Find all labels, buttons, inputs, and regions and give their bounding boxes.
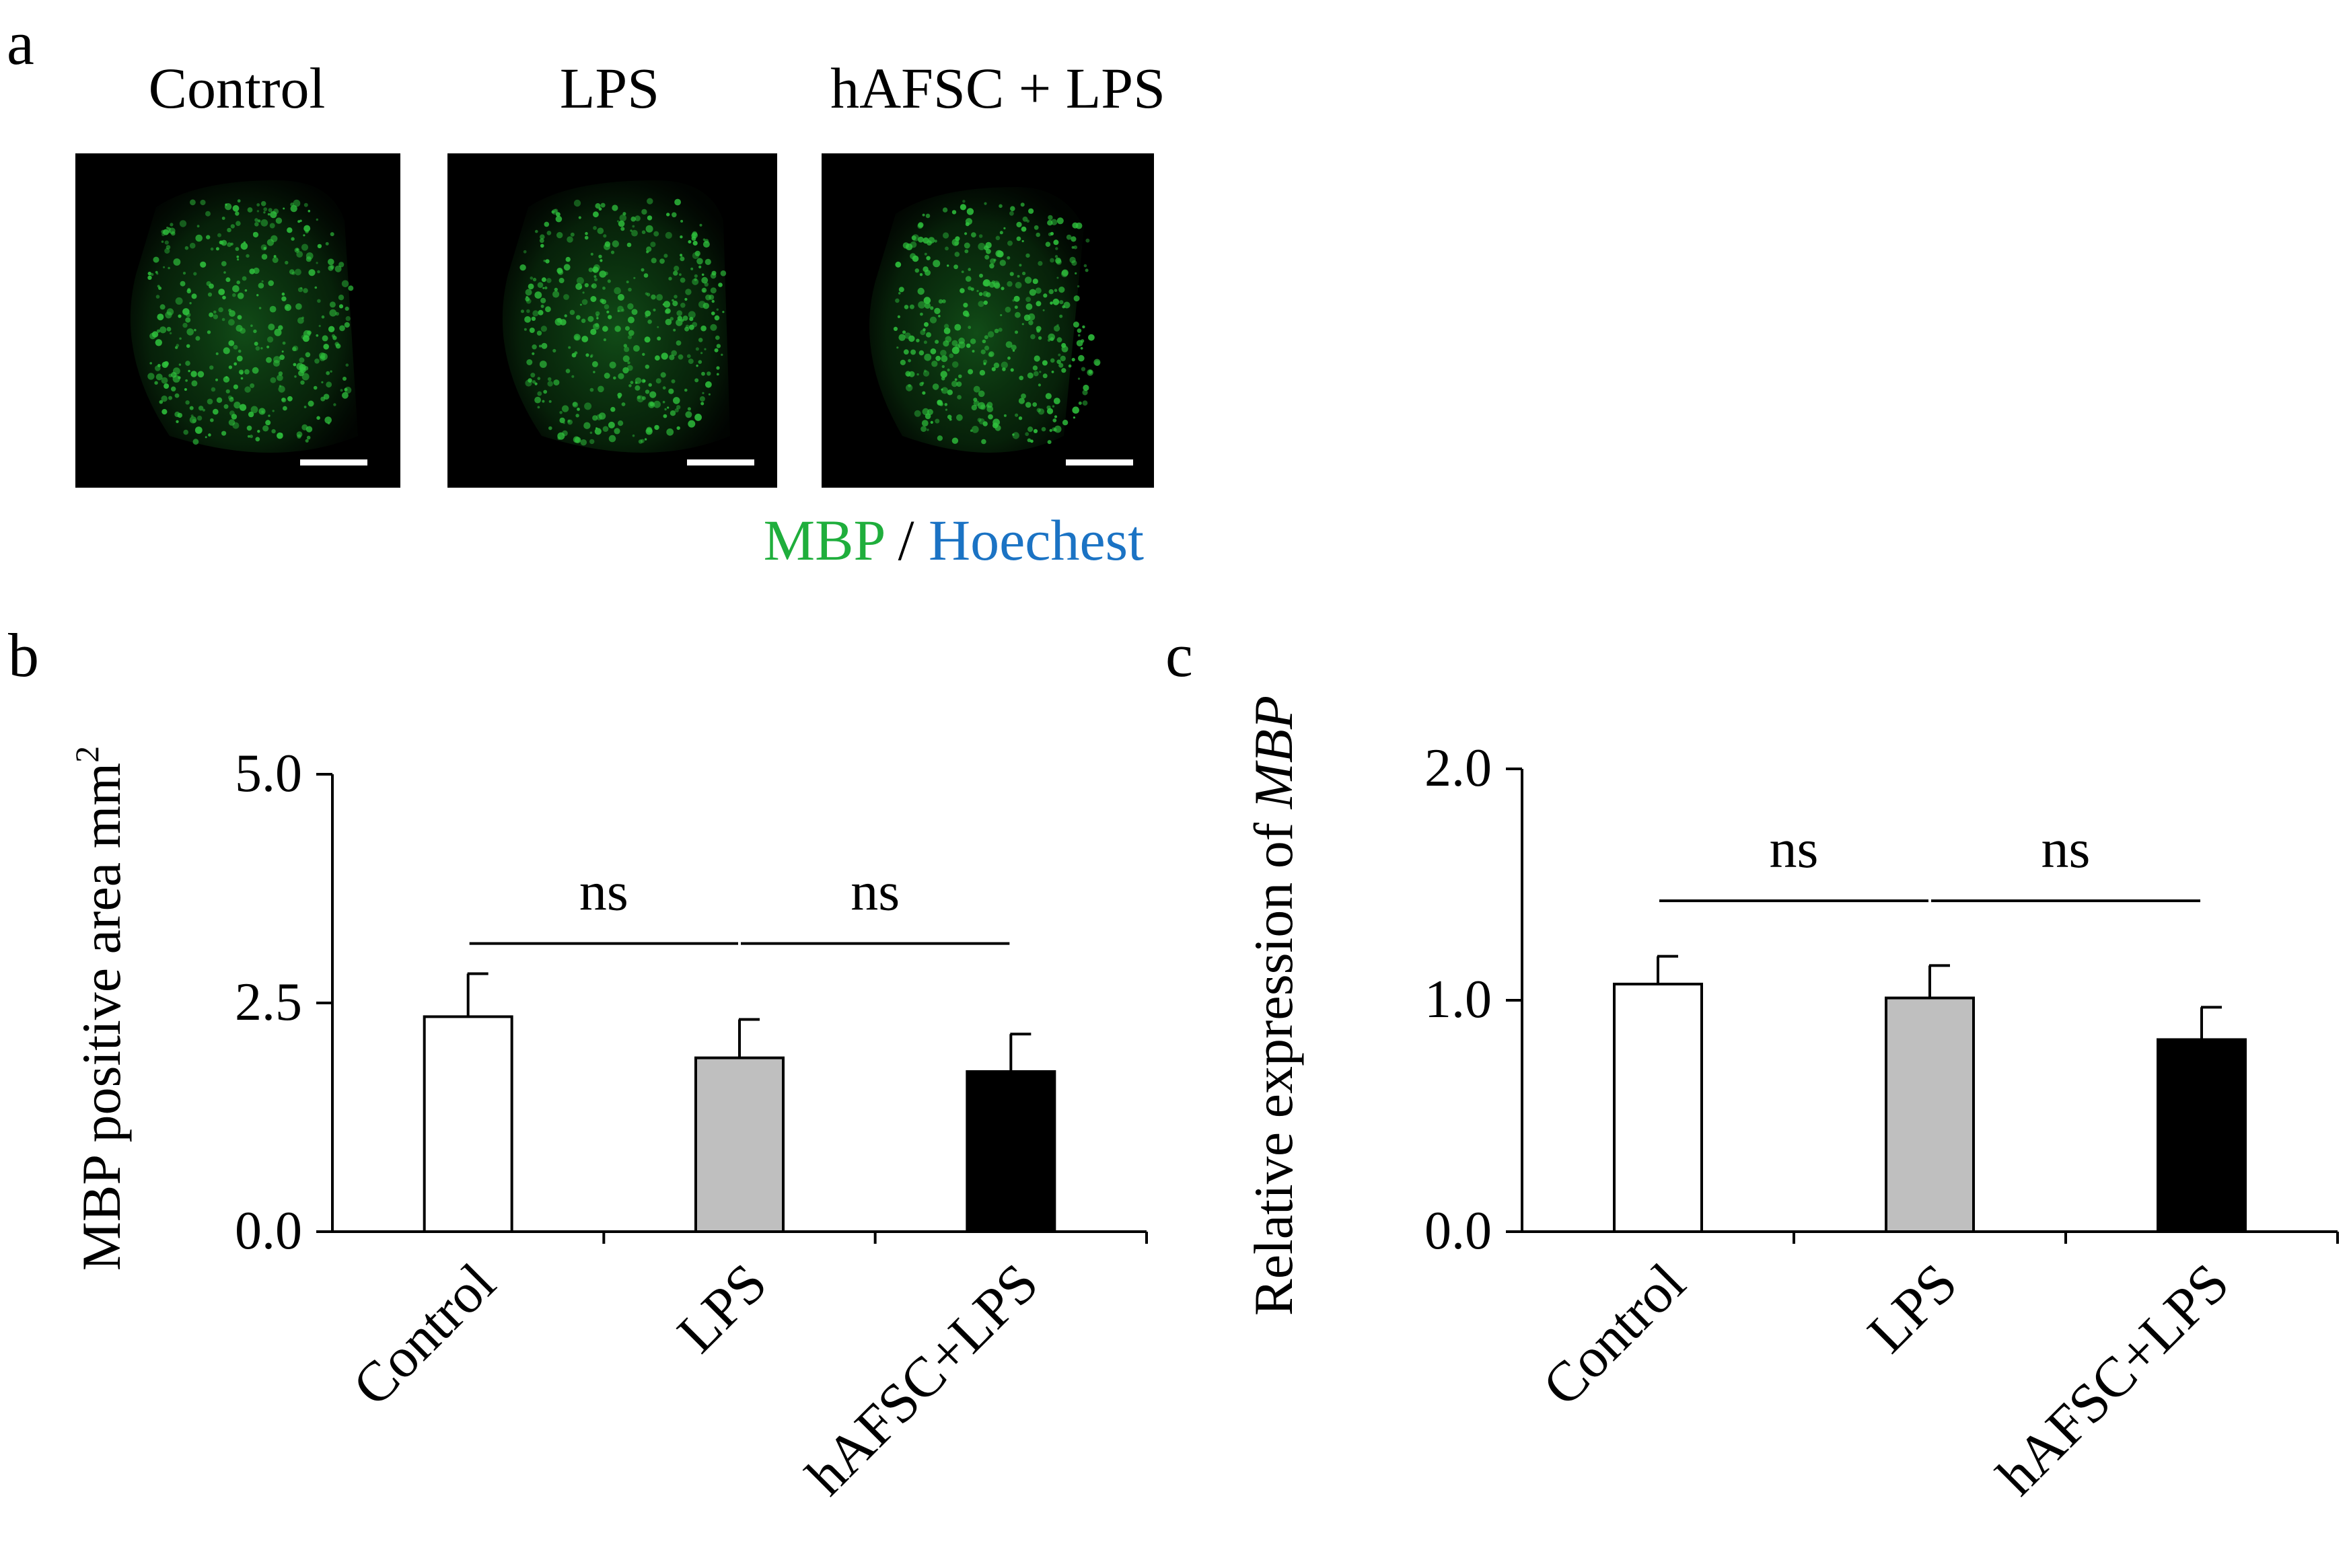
micrograph-lps <box>447 153 777 488</box>
image-title-lps: LPS <box>560 56 659 120</box>
bar-control <box>423 1015 513 1234</box>
tissue-speckle <box>519 198 727 446</box>
x-tick-label: hAFSC+LPS <box>795 1252 1050 1507</box>
y-tick-label: 0.0 <box>1424 1201 1492 1261</box>
y-tick-label: 2.5 <box>235 973 302 1032</box>
y-axis-label: MBP positive area mm2 <box>68 746 132 1271</box>
stain-legend: MBP / Hoechest <box>764 508 1144 572</box>
y-tick-label: 2.0 <box>1424 739 1492 798</box>
significance-label: ns <box>579 861 628 922</box>
x-tick-label: Control <box>1531 1252 1697 1418</box>
panel-label-c: c <box>1165 621 1193 689</box>
x-tick-label: Control <box>341 1252 507 1418</box>
scale-bar <box>1066 459 1133 465</box>
x-tick-label: hAFSC+LPS <box>1986 1252 2241 1507</box>
x-tick-label: LPS <box>1856 1252 1969 1365</box>
y-tick-label: 1.0 <box>1424 970 1492 1029</box>
tissue-speckle <box>893 200 1101 445</box>
stain-mbp: MBP <box>764 508 884 572</box>
panel-label-a: a <box>7 9 34 77</box>
image-title-hafsc-lps: hAFSC + LPS <box>830 56 1165 120</box>
scale-bar <box>687 459 754 465</box>
image-title-control: Control <box>149 56 326 120</box>
x-tick-label: LPS <box>665 1252 779 1365</box>
significance-label: ns <box>1770 818 1819 879</box>
micrograph-control <box>75 153 400 488</box>
tissue-speckle <box>147 199 354 445</box>
stain-hoechest: Hoechest <box>929 508 1144 572</box>
panel-label-b: b <box>8 621 39 689</box>
bar-hafsc-lps <box>966 1070 1056 1233</box>
micrograph-hafsc-lps <box>822 153 1154 488</box>
chart-c: 0.0 1.0 2.0 Control LPS hAFSC+LPS ns ns Relative… <box>1243 696 2339 1507</box>
bar-lps <box>1885 996 1975 1234</box>
bar-lps <box>694 1056 785 1233</box>
y-tick-label: 5.0 <box>235 744 302 803</box>
significance-label: ns <box>851 861 900 922</box>
bar-control <box>1613 982 1703 1234</box>
bar-hafsc-lps <box>2157 1038 2247 1233</box>
scale-bar <box>300 459 367 465</box>
y-tick-label: 0.0 <box>235 1201 302 1261</box>
stain-separator: / <box>883 508 929 572</box>
significance-label: ns <box>2041 818 2091 879</box>
chart-b: 0.0 2.5 5.0 Control LPS hAFSC+LPS ns ns MBP posi… <box>68 744 1148 1507</box>
y-axis-label: Relative expression of MBP <box>1243 696 1304 1316</box>
